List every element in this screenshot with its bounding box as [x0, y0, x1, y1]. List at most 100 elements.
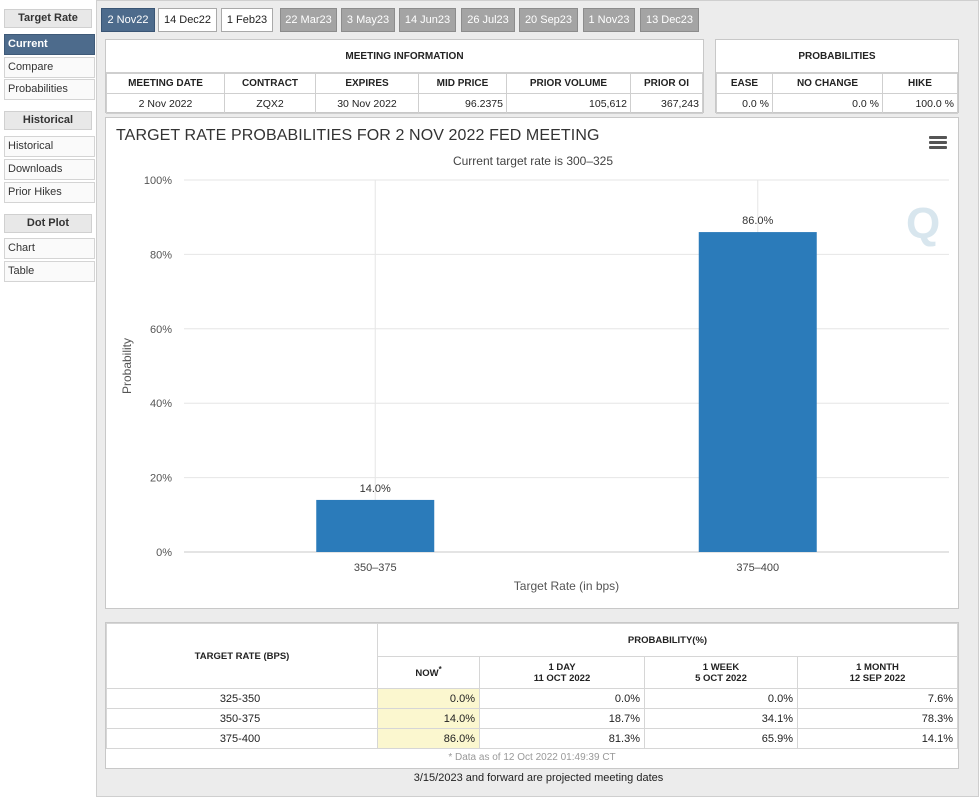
month-cell: 14.1%: [797, 728, 958, 749]
col-1-week-date: 5 OCT 2022: [695, 672, 747, 684]
watermark-logo-icon: Q: [906, 199, 940, 248]
probabilities-table: EASE NO CHANGE HIKE 0.0 % 0.0 % 100.0 %: [716, 73, 958, 114]
tab-3-may23[interactable]: 3 May23: [341, 8, 395, 32]
day-cell: 0.0%: [479, 688, 645, 709]
chart-title: TARGET RATE PROBABILITIES FOR 2 NOV 2022…: [116, 127, 600, 144]
projected-dates-footnote: 3/15/2023 and forward are projected meet…: [413, 772, 664, 784]
col-1-week-label: 1 WEEK: [702, 661, 740, 673]
col-1-day-label: 1 DAY: [548, 661, 576, 673]
tab-1-nov23[interactable]: 1 Nov23: [583, 8, 635, 32]
x-tick-label: 375–400: [736, 562, 779, 574]
no-change-value: 0.0 %: [772, 93, 883, 114]
sidebar-header-historical: Historical: [4, 111, 92, 130]
chart-menu-icon[interactable]: [929, 136, 947, 150]
rate-cell: 325-350: [106, 688, 378, 709]
sidebar-item-probabilities[interactable]: Probabilities: [4, 79, 95, 100]
data-as-of-note: * Data as of 12 Oct 2022 01:49:39 CT: [448, 752, 616, 763]
month-cell: 7.6%: [797, 688, 958, 709]
y-tick-label: 40%: [150, 398, 172, 410]
sidebar-item-downloads[interactable]: Downloads: [4, 159, 95, 180]
sidebar-item-historical[interactable]: Historical: [4, 136, 95, 157]
meeting-info-title: MEETING INFORMATION: [106, 40, 703, 73]
expires-value: 30 Nov 2022: [315, 93, 419, 114]
x-axis-title: Target Rate (in bps): [514, 579, 619, 593]
sidebar-item-compare[interactable]: Compare: [4, 57, 95, 78]
y-tick-label: 0%: [156, 547, 172, 559]
bar-data-label: 86.0%: [742, 215, 773, 227]
main-panel: 2 Nov22 14 Dec22 1 Feb23 22 Mar23 3 May2…: [96, 0, 979, 797]
now-cell: 14.0%: [377, 708, 480, 729]
tab-13-dec23[interactable]: 13 Dec23: [640, 8, 699, 32]
col-mid-price: MID PRICE: [418, 73, 507, 94]
probability-history-panel: TARGET RATE (BPS) PROBABILITY(%) NOW* 1 …: [105, 622, 959, 769]
ease-value: 0.0 %: [716, 93, 773, 114]
col-contract: CONTRACT: [224, 73, 316, 94]
probability-history-table: TARGET RATE (BPS) PROBABILITY(%) NOW* 1 …: [106, 623, 958, 749]
bar: [316, 499, 435, 552]
col-1-day-date: 11 OCT 2022: [533, 672, 591, 684]
table-row: 325-350 0.0% 0.0% 0.0% 7.6%: [106, 688, 958, 709]
tab-22-mar23[interactable]: 22 Mar23: [280, 8, 337, 32]
sidebar: Target Rate Current Compare Probabilitie…: [0, 0, 96, 805]
col-1-month-date: 12 SEP 2022: [849, 672, 906, 684]
chart-subtitle: Current target rate is 300–325: [452, 154, 614, 168]
tab-1-feb23[interactable]: 1 Feb23: [221, 8, 273, 32]
table-row: 350-375 14.0% 18.7% 34.1% 78.3%: [106, 708, 958, 729]
sidebar-item-prior-hikes[interactable]: Prior Hikes: [4, 182, 95, 203]
y-tick-label: 80%: [150, 249, 172, 261]
col-1-week: 1 WEEK 5 OCT 2022: [644, 656, 798, 689]
chart-panel: TARGET RATE PROBABILITIES FOR 2 NOV 2022…: [105, 117, 959, 609]
col-1-month-label: 1 MONTH: [856, 661, 899, 673]
meeting-info-table: MEETING DATE CONTRACT EXPIRES MID PRICE …: [106, 73, 703, 114]
week-cell: 0.0%: [644, 688, 798, 709]
rate-cell: 375-400: [106, 728, 378, 749]
tab-2-nov22[interactable]: 2 Nov22: [101, 8, 155, 32]
y-axis-title: Probability: [120, 338, 134, 394]
y-tick-label: 60%: [150, 324, 172, 336]
tab-14-jun23[interactable]: 14 Jun23: [399, 8, 456, 32]
day-cell: 18.7%: [479, 708, 645, 729]
y-tick-label: 20%: [150, 473, 172, 485]
sidebar-item-chart[interactable]: Chart: [4, 238, 95, 259]
col-1-day: 1 DAY 11 OCT 2022: [479, 656, 645, 689]
tab-14-dec22[interactable]: 14 Dec22: [158, 8, 217, 32]
now-cell: 0.0%: [377, 688, 480, 709]
day-cell: 81.3%: [479, 728, 645, 749]
meeting-date-value: 2 Nov 2022: [106, 93, 225, 114]
bar-chart: Q 0% 20% 40% 60% 80% 100% 14.0% 350–375 86.0% 375–…: [120, 175, 949, 593]
prior-volume-value: 105,612: [506, 93, 631, 114]
week-cell: 65.9%: [644, 728, 798, 749]
sidebar-item-current[interactable]: Current: [4, 34, 95, 55]
col-prior-oi: PRIOR OI: [630, 73, 703, 94]
rate-cell: 350-375: [106, 708, 378, 729]
col-no-change: NO CHANGE: [772, 73, 883, 94]
now-label: NOW: [415, 668, 439, 680]
probabilities-panel: PROBABILITIES EASE NO CHANGE HIKE 0.0 % …: [715, 39, 959, 114]
hike-value: 100.0 %: [882, 93, 958, 114]
probabilities-title: PROBABILITIES: [716, 40, 958, 73]
col-expires: EXPIRES: [315, 73, 419, 94]
month-cell: 78.3%: [797, 708, 958, 729]
col-hike: HIKE: [882, 73, 958, 94]
col-target-rate: TARGET RATE (BPS): [106, 623, 378, 689]
prior-oi-value: 367,243: [630, 93, 703, 114]
col-now: NOW*: [377, 656, 480, 689]
mid-price-value: 96.2375: [418, 93, 507, 114]
meeting-info-panel: MEETING INFORMATION MEETING DATE CONTRAC…: [105, 39, 704, 114]
tab-20-sep23[interactable]: 20 Sep23: [519, 8, 578, 32]
col-meeting-date: MEETING DATE: [106, 73, 225, 94]
now-footnote-mark: *: [438, 665, 442, 675]
col-ease: EASE: [716, 73, 773, 94]
bar-data-label: 14.0%: [360, 483, 391, 495]
sidebar-header-target-rate: Target Rate: [4, 9, 92, 28]
sidebar-item-table[interactable]: Table: [4, 261, 95, 282]
sidebar-header-dot-plot: Dot Plot: [4, 214, 92, 233]
col-prior-volume: PRIOR VOLUME: [506, 73, 631, 94]
contract-value: ZQX2: [224, 93, 316, 114]
week-cell: 34.1%: [644, 708, 798, 729]
bar: [698, 232, 817, 552]
probability-header: PROBABILITY(%): [377, 623, 958, 657]
col-1-month: 1 MONTH 12 SEP 2022: [797, 656, 958, 689]
now-cell: 86.0%: [377, 728, 480, 749]
tab-26-jul23[interactable]: 26 Jul23: [461, 8, 515, 32]
